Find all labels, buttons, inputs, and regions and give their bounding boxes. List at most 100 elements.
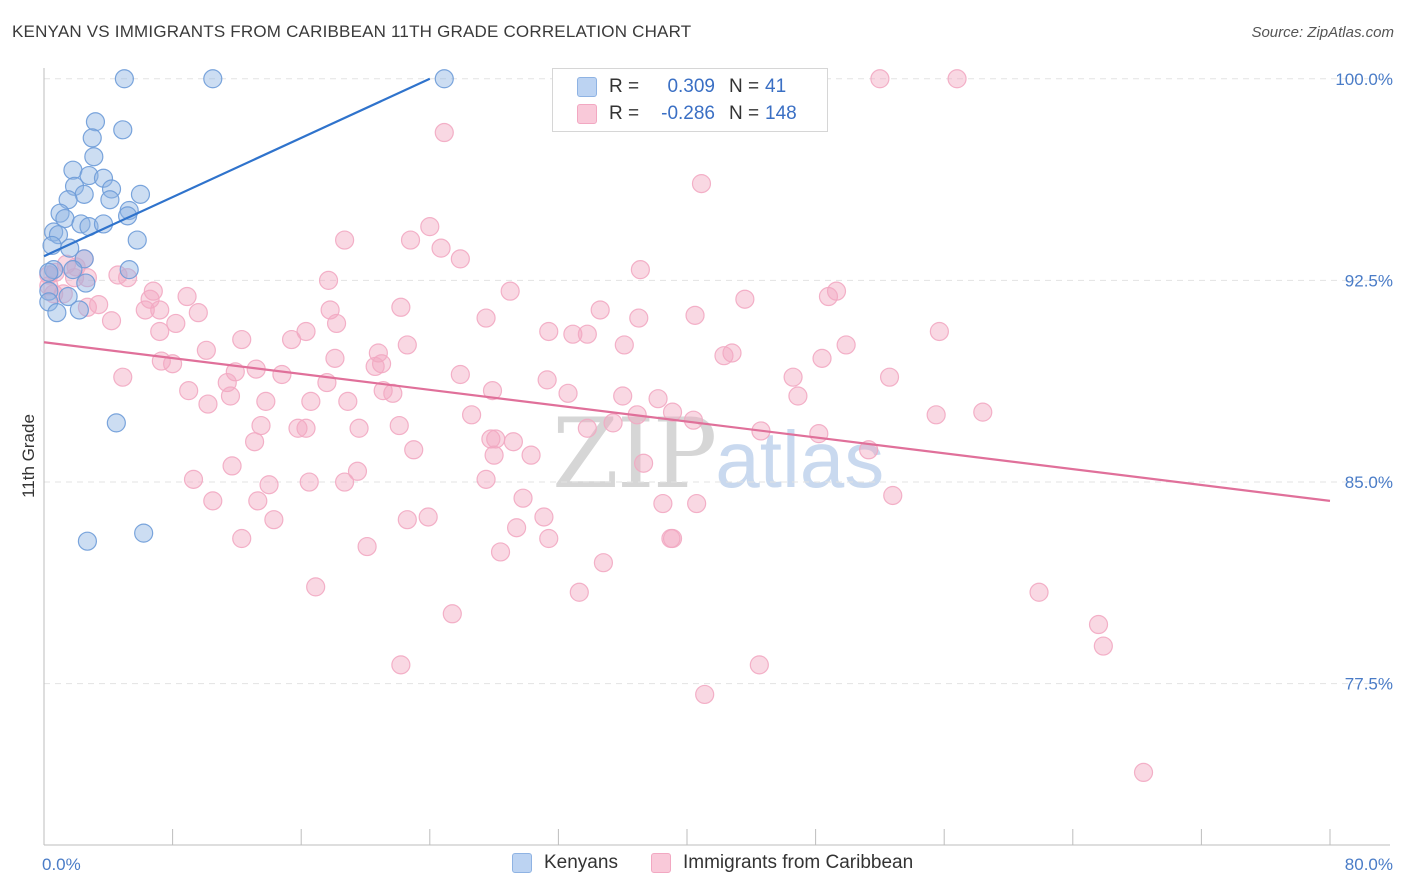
caribbean-point	[501, 282, 519, 300]
caribbean-point	[578, 325, 596, 343]
caribbean-point	[570, 583, 588, 601]
caribbean-point	[540, 322, 558, 340]
caribbean-point	[477, 309, 495, 327]
caribbean-point	[257, 392, 275, 410]
caribbean-point	[233, 530, 251, 548]
kenyans-point	[64, 261, 82, 279]
caribbean-point	[326, 349, 344, 367]
kenyans-point	[64, 161, 82, 179]
caribbean-point	[819, 288, 837, 306]
caribbean-point	[930, 322, 948, 340]
caribbean-point	[398, 511, 416, 529]
kenyans-point	[101, 191, 119, 209]
legend-row-kenyans: R = 0.309 N = 41	[553, 74, 827, 100]
legend-item-caribbean[interactable]: Immigrants from Caribbean	[651, 852, 913, 874]
kenyans-swatch	[577, 77, 597, 97]
caribbean-point	[1094, 637, 1112, 655]
caribbean-point	[631, 261, 649, 279]
caribbean-point	[402, 231, 420, 249]
series-caribbean-points	[40, 70, 1153, 782]
caribbean-point	[615, 336, 633, 354]
caribbean-point	[199, 395, 217, 413]
kenyans-point	[94, 215, 112, 233]
caribbean-point	[328, 314, 346, 332]
caribbean-point	[223, 457, 241, 475]
kenyans-point	[114, 121, 132, 139]
caribbean-point	[246, 433, 264, 451]
r-label: R =	[609, 103, 639, 125]
y-tick-label: 77.5%	[1345, 675, 1393, 694]
caribbean-point	[684, 411, 702, 429]
caribbean-point	[538, 371, 556, 389]
caribbean-point	[297, 322, 315, 340]
kenyans-point	[78, 532, 96, 550]
caribbean-point	[336, 473, 354, 491]
caribbean-point	[265, 511, 283, 529]
caribbean-point	[366, 357, 384, 375]
caribbean-point	[432, 239, 450, 257]
caribbean-point	[221, 387, 239, 405]
trend-lines	[44, 79, 1330, 501]
series-legend: Kenyans Immigrants from Caribbean	[0, 852, 1406, 878]
caribbean-point	[300, 473, 318, 491]
legend-label: Kenyans	[544, 852, 618, 874]
caribbean-point	[837, 336, 855, 354]
kenyans-point	[435, 70, 453, 88]
caribbean-point	[350, 419, 368, 437]
caribbean-swatch	[577, 104, 597, 124]
caribbean-point	[750, 656, 768, 674]
caribbean-point	[1090, 616, 1108, 634]
caribbean-point	[884, 486, 902, 504]
caribbean-point	[184, 470, 202, 488]
kenyans-point	[107, 414, 125, 432]
kenyans-point	[48, 304, 66, 322]
caribbean-point	[715, 347, 733, 365]
axes	[44, 68, 1390, 845]
caribbean-point	[358, 538, 376, 556]
caribbean-point	[664, 530, 682, 548]
caribbean-swatch	[651, 853, 671, 873]
kenyans-point	[86, 113, 104, 131]
r-label: R =	[609, 76, 639, 98]
caribbean-point	[522, 446, 540, 464]
caribbean-point	[443, 605, 461, 623]
caribbean-point	[151, 301, 169, 319]
caribbean-point	[103, 312, 121, 330]
r-value: 0.309	[645, 76, 715, 98]
caribbean-point	[784, 368, 802, 386]
caribbean-point	[810, 425, 828, 443]
kenyans-point	[204, 70, 222, 88]
caribbean-point	[591, 301, 609, 319]
kenyans-point	[83, 129, 101, 147]
caribbean-point	[477, 470, 495, 488]
caribbean-point	[1135, 763, 1153, 781]
caribbean-point	[813, 349, 831, 367]
caribbean-point	[540, 530, 558, 548]
caribbean-point	[167, 314, 185, 332]
caribbean-point	[736, 290, 754, 308]
caribbean-point	[189, 304, 207, 322]
caribbean-point	[1030, 583, 1048, 601]
y-tick-label: 100.0%	[1335, 70, 1393, 89]
caribbean-point	[405, 441, 423, 459]
kenyans-point	[115, 70, 133, 88]
kenyans-point	[40, 263, 58, 281]
caribbean-point	[435, 124, 453, 142]
caribbean-point	[514, 489, 532, 507]
legend-item-kenyans[interactable]: Kenyans	[512, 852, 618, 874]
caribbean-point	[297, 419, 315, 437]
caribbean-point	[197, 341, 215, 359]
caribbean-point	[630, 309, 648, 327]
n-label: N =	[729, 76, 759, 98]
caribbean-point	[635, 454, 653, 472]
kenyans-swatch	[512, 853, 532, 873]
gridlines	[44, 79, 1390, 684]
caribbean-point	[392, 298, 410, 316]
kenyans-point	[135, 524, 153, 542]
caribbean-point	[492, 543, 510, 561]
caribbean-point	[339, 392, 357, 410]
caribbean-point	[419, 508, 437, 526]
caribbean-point	[871, 70, 889, 88]
kenyans-point	[120, 261, 138, 279]
caribbean-point	[233, 331, 251, 349]
